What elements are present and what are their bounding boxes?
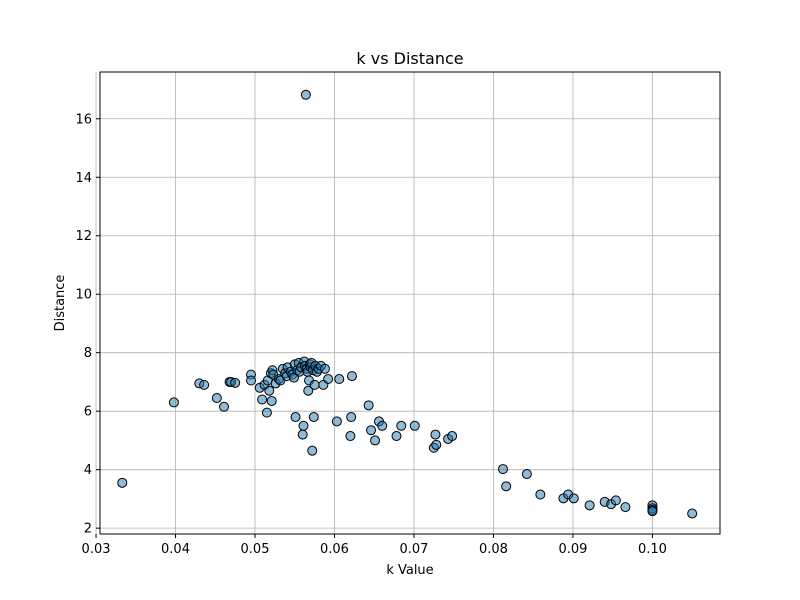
y-tick-label: 4: [84, 463, 92, 478]
data-point: [334, 374, 345, 385]
data-point: [298, 420, 309, 431]
data-point: [584, 500, 595, 511]
data-point: [219, 401, 229, 412]
data-point: [290, 412, 301, 423]
y-tick-label: 2: [84, 522, 92, 537]
data-point: [307, 445, 318, 456]
x-tick-label: 0.05: [241, 542, 270, 557]
data-point: [366, 425, 377, 436]
chart-title: k vs Distance: [356, 49, 463, 68]
data-point: [620, 502, 631, 513]
x-tick-label: 0.03: [82, 542, 111, 557]
data-point: [501, 481, 512, 492]
x-tick-label: 0.09: [558, 542, 587, 557]
y-tick-label: 16: [75, 112, 92, 127]
data-point: [396, 420, 407, 431]
x-tick-label: 0.08: [479, 542, 508, 557]
data-point: [687, 508, 698, 519]
data-point: [168, 397, 179, 408]
y-axis-label: Distance: [53, 275, 68, 332]
y-tick-label: 14: [75, 171, 92, 186]
data-point: [308, 412, 319, 423]
data-point: [370, 435, 381, 446]
data-point: [647, 506, 658, 517]
data-point: [430, 429, 441, 440]
points-layer: [117, 89, 698, 519]
data-point: [610, 495, 621, 506]
data-point: [346, 412, 357, 423]
x-tick-label: 0.07: [399, 542, 428, 557]
data-point: [297, 429, 308, 440]
x-tick-label: 0.04: [161, 542, 190, 557]
data-point: [199, 379, 210, 390]
data-point: [319, 363, 330, 374]
y-tick-label: 6: [84, 405, 92, 420]
data-point: [568, 493, 579, 504]
plot-frame: [99, 71, 721, 535]
x-tick-label: 0.06: [320, 542, 349, 557]
data-point: [345, 431, 356, 442]
data-point: [300, 89, 311, 100]
data-point: [246, 375, 257, 386]
data-point: [117, 477, 128, 488]
data-point: [309, 379, 320, 390]
data-point: [303, 385, 314, 396]
data-point: [266, 395, 277, 406]
x-axis-label: k Value: [386, 563, 433, 578]
data-point: [230, 377, 241, 388]
data-point: [521, 469, 532, 480]
data-point: [211, 393, 222, 404]
data-point: [331, 416, 342, 427]
y-tick-label: 10: [75, 288, 92, 303]
data-point: [377, 420, 388, 431]
ticks-layer: 0.03 0.04 0.05 0.06 0.07 0.08 0.09 0.10 2 4 6 8 10 12…: [75, 112, 666, 557]
data-point: [363, 400, 374, 411]
data-point: [535, 489, 546, 500]
data-point: [346, 371, 357, 382]
data-point: [409, 420, 420, 431]
data-point: [447, 431, 458, 442]
grid-layer: [95, 72, 720, 534]
data-point: [498, 464, 508, 475]
x-tick-label: 0.10: [638, 542, 667, 557]
y-tick-label: 12: [75, 229, 92, 244]
data-point: [323, 374, 334, 385]
y-tick-label: 8: [84, 346, 92, 361]
data-point: [264, 385, 275, 396]
data-point: [391, 431, 402, 442]
data-point: [261, 407, 272, 418]
data-point: [431, 439, 442, 450]
data-point: [257, 394, 268, 405]
